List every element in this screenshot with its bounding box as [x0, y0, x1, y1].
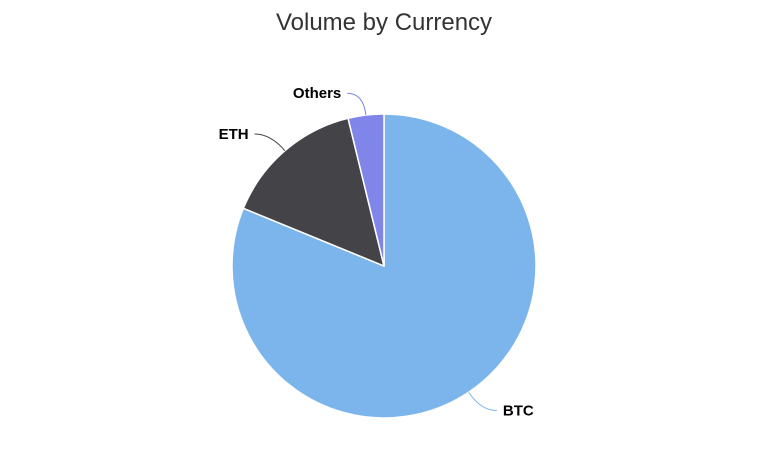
label-eth: ETH [219, 126, 249, 143]
pie-labels: BTC ETH Others [219, 85, 534, 419]
label-others: Others [293, 85, 341, 102]
chart-title: Volume by Currency [276, 9, 492, 36]
label-btc: BTC [503, 403, 534, 420]
pie-slice-others[interactable] [347, 113, 385, 267]
pie-slices [231, 113, 537, 419]
connector-others [347, 92, 367, 116]
connector-btc [468, 391, 497, 412]
connector-eth [254, 133, 286, 152]
